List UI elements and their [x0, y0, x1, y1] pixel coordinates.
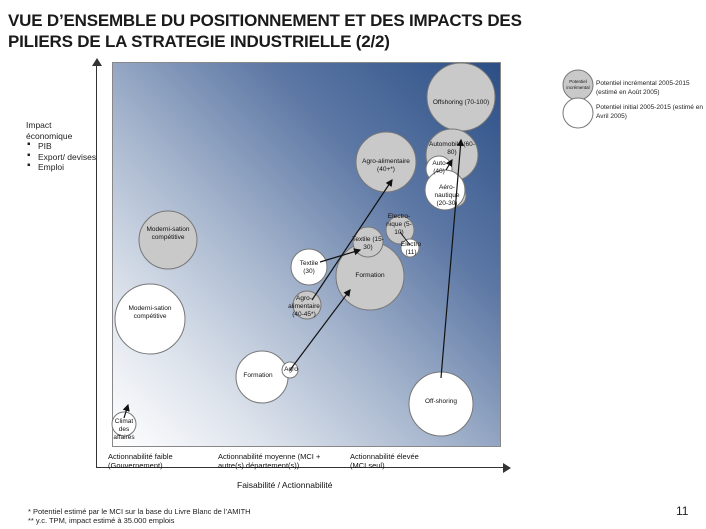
y-axis-label: Impact économique PIB Export/ devises Em…: [26, 120, 101, 173]
page-title-line1: VUE D’ENSEMBLE DU POSITIONNEMENT ET DES …: [8, 11, 522, 30]
x-label-mid: Actionnabilité moyenne (MCI + autre(s) d…: [218, 452, 321, 470]
y-axis-list: PIB Export/ devises Emploi: [26, 140, 101, 173]
label-modernisation-small: Moderni-sation compétitive: [128, 305, 172, 320]
y-axis-arrow-icon: [92, 58, 102, 66]
y-axis-title-line2: économique: [26, 130, 73, 141]
arrow-automobile: [445, 158, 453, 171]
modernisation-white-bubble: [114, 283, 186, 355]
climat-white-bubble: [111, 411, 137, 437]
label-offshoring-small: Off-shoring: [424, 398, 458, 405]
page-title: VUE D’ENSEMBLE DU POSITIONNEMENT ET DES …: [8, 10, 698, 52]
agro-gray-bubble: [355, 131, 417, 193]
connector-electro: [399, 231, 411, 246]
y-axis-item-emploi: Emploi: [27, 161, 101, 173]
x-label-high: Actionnabilité élevée (MCI seul): [350, 452, 419, 470]
label-agro-big: Agro-alimentaire (40+*): [362, 158, 410, 173]
label-modernisation-big: Moderni-sation compétitive: [146, 226, 190, 241]
modernisation-gray-bubble: [138, 210, 198, 270]
textile-white-bubble: [290, 248, 328, 286]
label-automobile: Automobile (60-80): [429, 141, 475, 156]
electro-white-bubble: [400, 238, 420, 258]
y-axis-item-pib: PIB: [27, 140, 101, 152]
x-label-low: Actionnabilité faible (Gouvernement): [108, 452, 173, 470]
legend-white-text: Potentiel initial 2005-2015 (estimé en A…: [596, 104, 703, 120]
label-textile-big: Textile (15-30): [352, 236, 384, 251]
label-textile-small: Textile (30): [299, 260, 319, 275]
legend-white-bubble: [562, 97, 594, 129]
arrow-agro: [311, 179, 393, 301]
footnote-2: ** y.c. TPM, impact estimé à 35.000 empl…: [28, 516, 175, 525]
arrow-formation: [289, 289, 351, 371]
x-axis-line: [96, 467, 506, 468]
arrow-textile: [319, 248, 362, 263]
y-axis-line: [96, 62, 97, 467]
label-offshoring: Offshoring (70-100): [432, 99, 490, 106]
x-axis-title: Faisabilité / Actionnabilité: [237, 480, 333, 490]
label-formation-small: Formation: [243, 372, 273, 379]
y-axis-title-line1: Impact: [26, 120, 52, 130]
page-title-line2: PILIERS DE LA STRATEGIE INDUSTRIELLE (2/…: [8, 32, 390, 51]
label-electro-small: Electro (11): [400, 241, 422, 256]
label-agro-tiny: Agro: [284, 366, 298, 373]
label-auto-small: Auto (40): [432, 160, 446, 175]
label-aero: Aéro-nautique (20-30): [434, 184, 460, 207]
arrow-climat: [122, 403, 130, 419]
footnote-1: * Potentiel estimé par le MCI sur la bas…: [28, 507, 251, 516]
arrow-offshoring: [440, 138, 465, 379]
legend-bubble-label: Potentiel incrémental: [566, 79, 590, 90]
label-formation-big: Formation: [355, 272, 385, 279]
label-agro-small: Agro-alimentaire (40-45*): [288, 295, 320, 318]
x-axis-arrow-icon: [503, 463, 511, 473]
electronique-gray-bubble: [385, 215, 415, 245]
label-electro-big: Electro-nique (5-10): [386, 213, 412, 236]
y-axis-item-export: Export/ devises: [27, 151, 101, 163]
page-number: 11: [676, 504, 689, 518]
offshoring-gray-bubble: [426, 62, 496, 132]
legend-gray-text: Potentiel incrémental 2005-2015 (estimé …: [596, 80, 690, 96]
aero-white-bubble: [424, 169, 466, 211]
label-climat: Climat des affaires: [113, 418, 135, 441]
